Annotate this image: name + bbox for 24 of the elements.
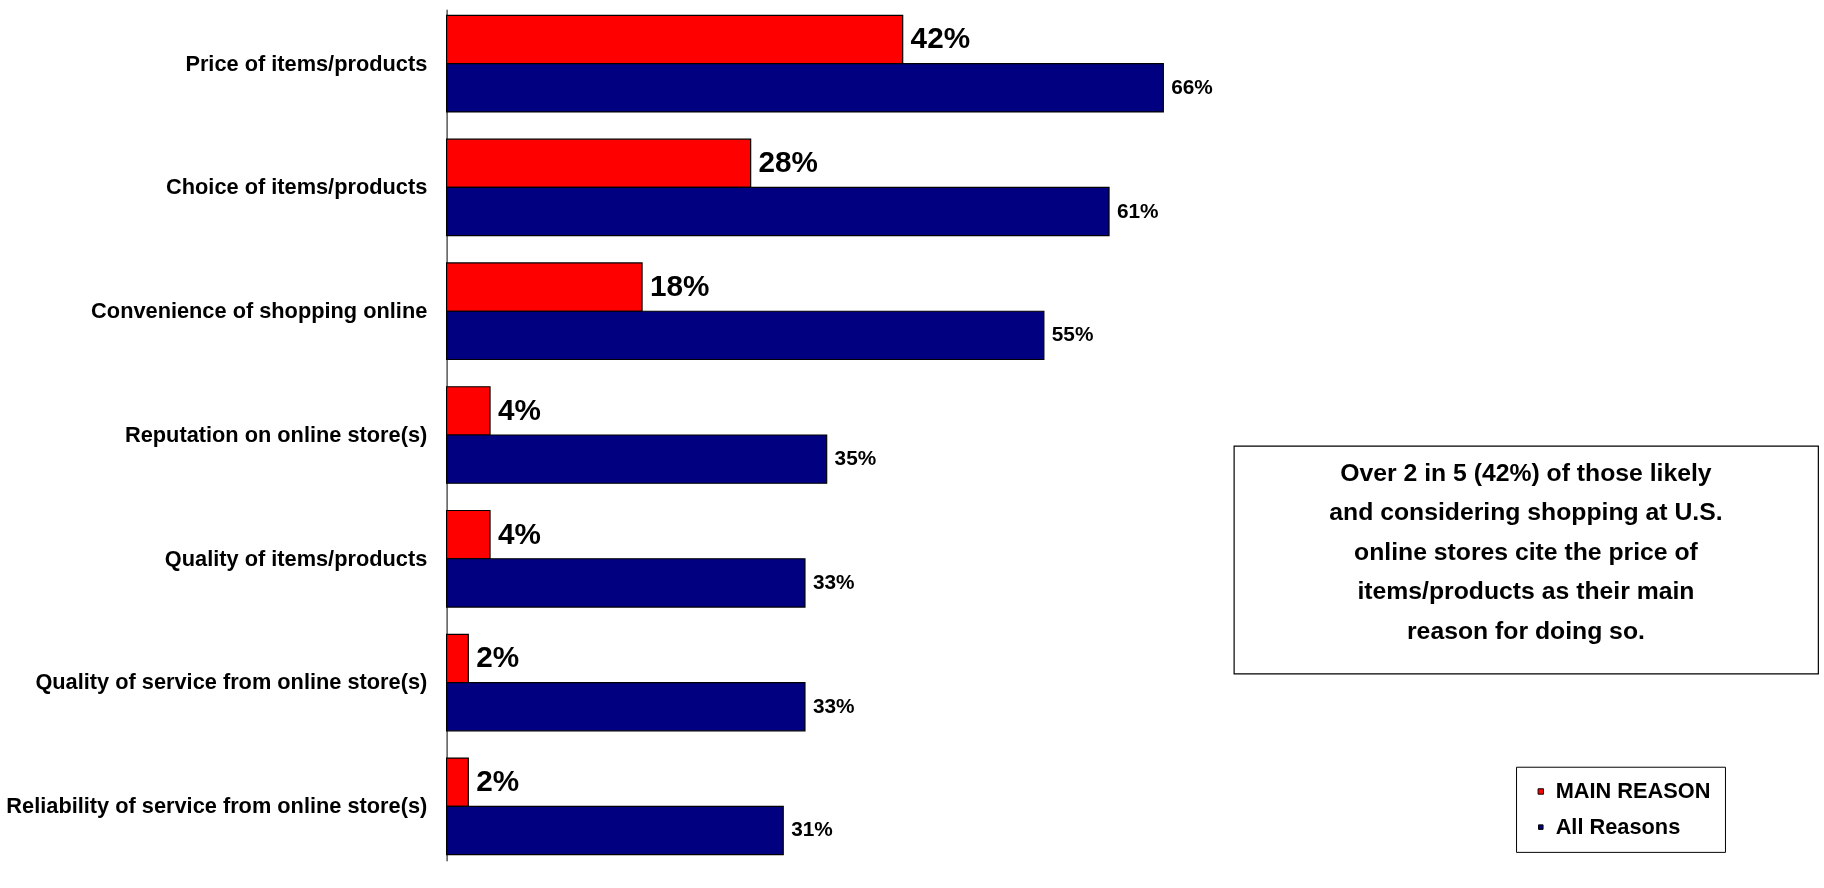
text: Over 2 in 5 (42%) of those likely and considering shopping at U.S. online stores cite the price of items/products as their main reason for doing so. bbox=[1329, 458, 1723, 644]
data-label: 66% bbox=[1171, 74, 1213, 98]
y-tick-label: Convenience of shopping online bbox=[91, 298, 428, 324]
data-label: 35% bbox=[834, 446, 877, 470]
data-label: 33% bbox=[812, 693, 855, 717]
data-label: 42% bbox=[910, 21, 971, 55]
data-label: 55% bbox=[1051, 322, 1094, 346]
data-label: 2% bbox=[476, 764, 520, 798]
data-label: 33% bbox=[812, 569, 855, 593]
data-label: 4% bbox=[497, 392, 541, 426]
y-tick-label: Choice of items/products bbox=[166, 174, 428, 200]
data-label: 28% bbox=[758, 145, 819, 179]
y-tick-label: Reliability of service from online store(s) bbox=[6, 793, 428, 819]
y-tick-label: Quality of items/products bbox=[164, 545, 428, 571]
legend-label: All Reasons bbox=[1555, 814, 1681, 840]
y-tick-label: Price of items/products bbox=[185, 50, 428, 76]
data-label: 31% bbox=[791, 817, 833, 841]
legend-label: MAIN REASON bbox=[1555, 778, 1711, 804]
y-tick-label: Reputation on online store(s) bbox=[124, 421, 428, 447]
data-label: 2% bbox=[476, 640, 520, 674]
data-label: 18% bbox=[649, 269, 710, 302]
y-tick-label: Quality of service from online store(s) bbox=[35, 669, 428, 695]
data-label: 4% bbox=[497, 516, 541, 550]
data-label: 61% bbox=[1116, 198, 1159, 222]
